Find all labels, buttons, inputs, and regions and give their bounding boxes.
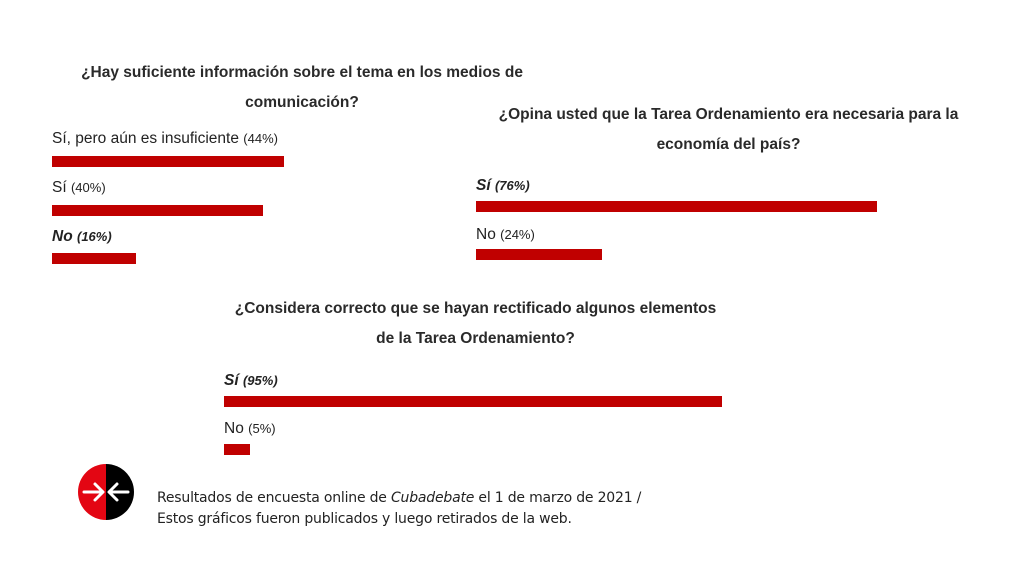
- footer-line-2: Estos gráficos fueron publicados y luego…: [157, 511, 572, 527]
- chart-1-category-1: Sí: [52, 179, 67, 196]
- chart-1-category-0: Sí, pero aún es insuficiente: [52, 130, 239, 147]
- chart-3-title-line-1: ¿Considera correcto que se hayan rectifi…: [234, 300, 717, 317]
- chart-3-category-0: Sí: [224, 372, 239, 389]
- chart-2-category-0: Sí: [476, 177, 491, 194]
- chart-2-bar-1: [476, 249, 603, 260]
- chart-1-title-line-1: ¿Hay suficiente información sobre el tem…: [81, 64, 523, 81]
- footer-line-1-after: el 1 de marzo de 2021 /: [474, 490, 642, 506]
- chart-3-label-0: Sí (95%): [224, 372, 278, 390]
- chart-3-title: ¿Considera correcto que se hayan rectifi…: [208, 294, 743, 354]
- chart-1-bar-0: [52, 156, 284, 167]
- chart-3-category-1: No: [224, 420, 244, 437]
- cubadebate-logo-icon: [78, 464, 134, 520]
- chart-2-category-1: No: [476, 226, 496, 243]
- chart-1-title-line-2: comunicación?: [245, 94, 359, 111]
- chart-3-value-label-1: (5%): [248, 421, 276, 436]
- footer-source-name: Cubadebate: [390, 490, 475, 506]
- chart-2-label-0: Sí (76%): [476, 177, 530, 195]
- chart-3: ¿Considera correcto que se hayan rectifi…: [208, 294, 768, 459]
- chart-2: ¿Opina usted que la Tarea Ordenamiento e…: [476, 100, 1006, 265]
- chart-2-value-label-0: (76%): [494, 178, 530, 193]
- chart-1-title: ¿Hay suficiente información sobre el tem…: [52, 58, 552, 118]
- chart-1-value-label-0: (44%): [243, 131, 278, 146]
- chart-2-title-line-1: ¿Opina usted que la Tarea Ordenamiento e…: [498, 106, 959, 123]
- chart-3-bar-0: [224, 396, 722, 407]
- chart-1-label-1: Sí (40%): [52, 179, 106, 197]
- chart-1-value-label-2: (16%): [76, 229, 112, 244]
- chart-3-bar-1: [224, 444, 251, 455]
- footer-line-1-before: Resultados de encuesta online de: [157, 490, 391, 506]
- chart-1-category-2: No: [52, 228, 73, 245]
- chart-1-label-0: Sí, pero aún es insuficiente (44%): [52, 130, 278, 148]
- chart-2-label-1: No (24%): [476, 226, 535, 244]
- chart-1-bar-1: [52, 205, 263, 216]
- chart-2-value-label-1: (24%): [500, 227, 535, 242]
- footer-line-1: Resultados de encuesta online de Cubadeb…: [157, 488, 641, 509]
- chart-1-bar-2: [52, 253, 137, 264]
- chart-2-title: ¿Opina usted que la Tarea Ordenamiento e…: [476, 100, 981, 160]
- chart-1: ¿Hay suficiente información sobre el tem…: [52, 58, 612, 268]
- footer-caption: Resultados de encuesta online de Cubadeb…: [157, 488, 641, 530]
- chart-3-label-1: No (5%): [224, 420, 276, 438]
- chart-2-title-line-2: economía del país?: [656, 136, 801, 153]
- chart-1-value-label-1: (40%): [70, 180, 106, 195]
- chart-1-label-2: No (16%): [52, 228, 112, 246]
- chart-3-value-label-0: (95%): [242, 373, 278, 388]
- chart-3-title-line-2: de la Tarea Ordenamiento?: [376, 330, 575, 347]
- chart-2-bar-0: [476, 201, 877, 212]
